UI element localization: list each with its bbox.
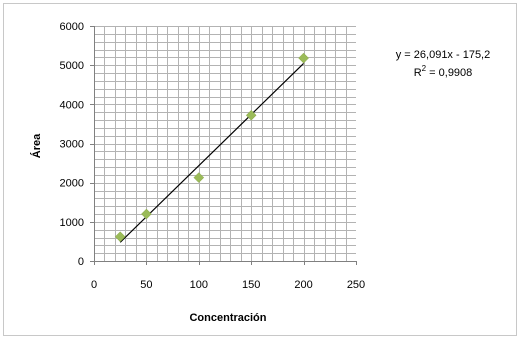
x-tick-label: 200 (294, 279, 312, 291)
data-point (141, 208, 152, 220)
x-tick-label: 50 (140, 279, 152, 291)
x-tick-label: 100 (190, 279, 208, 291)
x-tick-label: 150 (242, 279, 260, 291)
axes (94, 26, 356, 262)
y-tick-label: 5000 (60, 60, 84, 72)
x-tick-label: 0 (91, 279, 97, 291)
data-point (245, 109, 257, 121)
y-tick-label: 0 (78, 256, 84, 268)
y-tick-label: 4000 (60, 99, 84, 111)
y-tick-label: 1000 (60, 217, 84, 229)
trendline-equation: y = 26,091x - 175,2 (396, 49, 490, 61)
y-tick-label: 3000 (60, 139, 84, 151)
data-points (114, 52, 309, 243)
y-tick-label: 6000 (60, 21, 84, 33)
trendline-group (119, 63, 305, 243)
x-tick-label: 250 (347, 279, 365, 291)
data-point (193, 172, 205, 183)
r-squared-label: R2 = 0,9908 (414, 64, 473, 79)
x-tick-labels: 0 50 100 150 200 250 (91, 261, 365, 291)
y-tick-labels: 0 1000 2000 3000 4000 5000 6000 (60, 21, 94, 268)
x-axis-label: Concentración (189, 312, 266, 324)
y-axis-label: Área (30, 133, 43, 158)
y-tick-label: 2000 (60, 178, 84, 190)
data-point (298, 52, 309, 64)
chart-frame (3, 3, 517, 336)
gridlines (94, 26, 356, 261)
trendline (119, 63, 305, 243)
data-point (114, 231, 126, 243)
